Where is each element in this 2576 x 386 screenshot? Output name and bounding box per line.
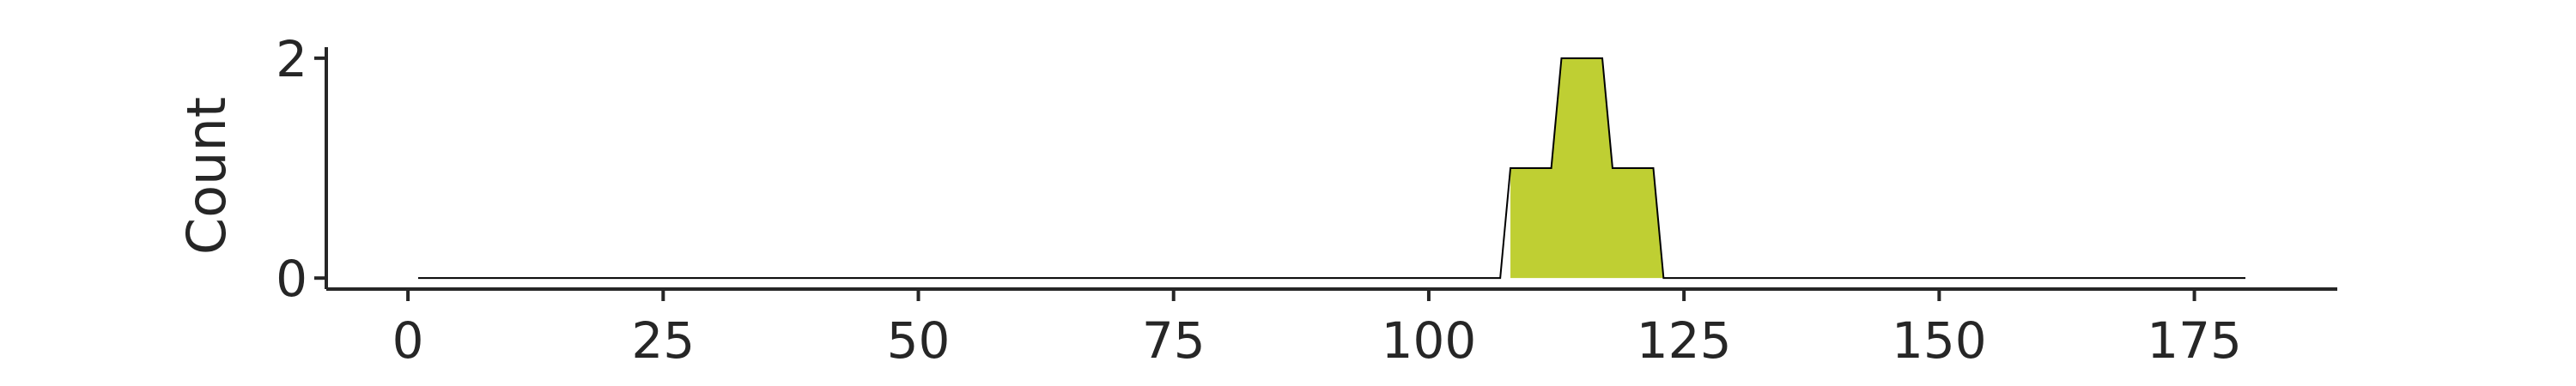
x-tick-label: 75 [1142,311,1206,370]
x-tick-label: 0 [392,311,424,370]
x-tick-label: 25 [631,311,695,370]
y-tick-label: 0 [276,250,307,308]
x-tick-label: 175 [2147,311,2242,370]
y-axis-label: Count [175,97,238,255]
y-axis-title: Count [175,97,238,255]
x-tick-label: 100 [1382,311,1477,370]
x-tick-label: 125 [1637,311,1732,370]
y-tick-label: 2 [276,30,307,88]
x-tick-label: 50 [887,311,951,370]
x-tick-label: 150 [1892,311,1987,370]
series-line [417,57,2246,280]
highlight-area [1510,57,1674,279]
chart-marks [417,57,2246,280]
chart-axes: 0 2 0 25 50 75 100 125 150 175 [276,30,2337,370]
